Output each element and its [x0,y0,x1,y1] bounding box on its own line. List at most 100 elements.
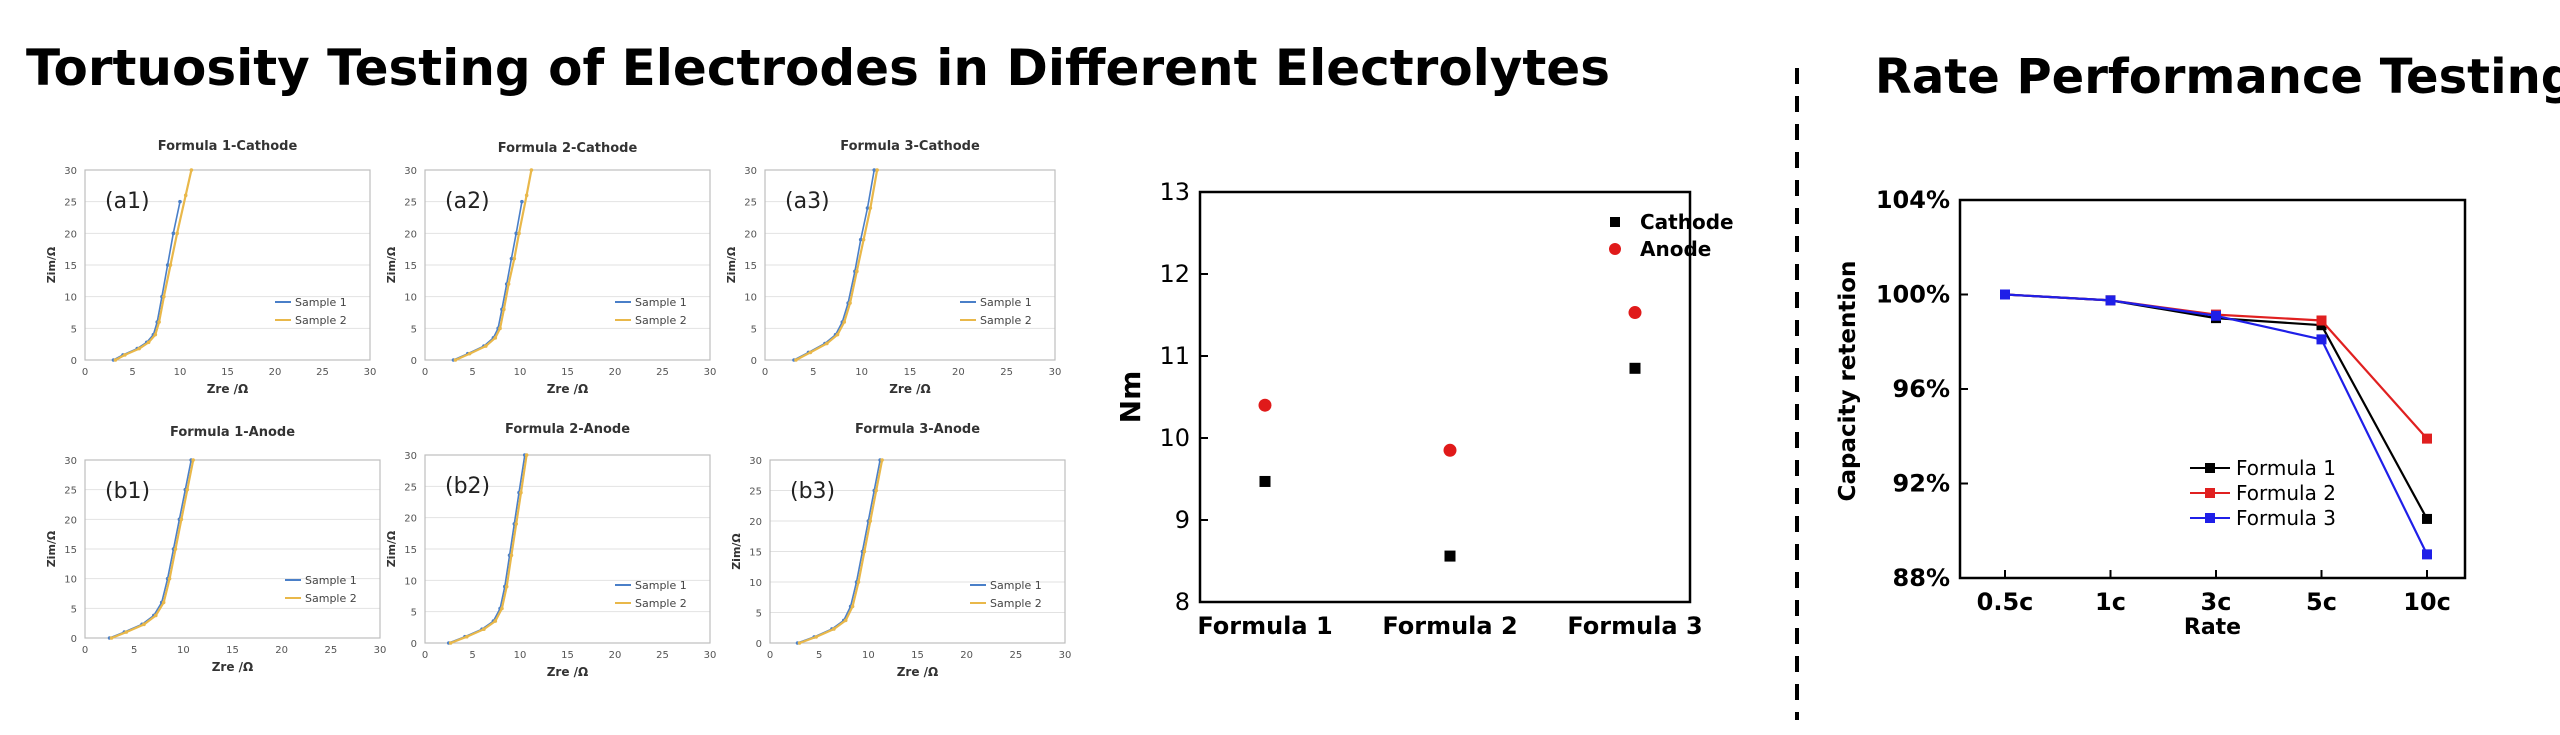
y-tick-label: 10 [64,293,77,304]
x-tick-label: 0 [767,650,773,661]
data-point [519,490,523,495]
legend-label: Formula 1 [2236,456,2336,480]
y-tick-label: 15 [749,548,762,559]
data-point [179,517,184,522]
y-tick-label: 5 [71,604,77,615]
data-point [142,622,146,627]
legend-label: Sample 2 [635,597,687,610]
y-axis-label: Zim/Ω [385,246,398,283]
data-point [175,231,179,236]
data-point [191,458,195,462]
x-tick-label: 0 [762,367,768,378]
x-tick-label: 15 [904,367,917,378]
x-tick-label: 20 [609,650,622,661]
y-tick-label: 5 [411,608,417,619]
data-point [2422,513,2432,524]
data-point [109,636,114,640]
x-tick-label: 5 [816,650,822,661]
data-point [797,641,802,645]
x-tick-label: 20 [952,367,965,378]
data-point [124,630,129,634]
y-tick-label: 30 [404,451,417,462]
x-tick-label: 5 [131,645,137,656]
y-tick-label: 92% [1893,470,1950,498]
legend-marker [2205,513,2215,523]
data-point [832,627,836,631]
x-axis-label: Zre /Ω [212,660,254,674]
rate-performance-chart: 88% 92% 96% 100% 104% 0.5c 1c 3c 5c 10c Rate Capaci… [1835,186,2467,640]
data-point [137,346,141,351]
nyquist-panel-4: Formula 1-Anode 00 5 5 10 10 15 15 20 20 25 25 30 30 Z… [45,425,386,674]
y-tick-label: 8 [1175,588,1190,616]
y-tick-label: 10 [1159,424,1190,452]
legend-label: Sample 1 [305,574,357,587]
x-tick-label: 10 [514,367,527,378]
y-tick-label: 20 [404,229,417,240]
y-tick-label: 30 [744,166,757,177]
plot-frame [1198,190,1692,604]
x-tick-label: 5 [810,367,816,378]
legend-label: Sample 1 [635,296,687,309]
x-tick-label: 30 [1049,367,1062,378]
x-tick-label: 30 [364,367,377,378]
x-tick-label: 0.5c [1977,588,2034,616]
series-line-2 [111,459,195,640]
y-tick-label: 5 [756,609,762,620]
x-tick-label: 30 [704,650,717,661]
legend-label: Sample 2 [980,314,1032,327]
x-tick-label: Formula 2 [1382,612,1517,640]
nyquist-panel-5: Formula 2-Anode 00 5 5 10 10 15 15 20 20 25 25 30 30 Z… [385,422,716,679]
x-tick-label: 20 [609,367,622,378]
y-tick-label: 88% [1893,564,1950,592]
data-point [514,231,518,236]
data-point [825,341,829,346]
nyquist-panel-6: Formula 3-Anode 00 5 5 10 10 15 15 20 20 25 25 30 30 Z… [730,422,1071,679]
data-point [2316,334,2327,345]
x-tick-label: 5 [129,367,135,378]
x-axis-label: Zre /Ω [547,665,589,679]
data-point [855,269,859,274]
data-point [512,256,517,261]
plot-frame [84,169,371,361]
y-tick-label: 0 [71,634,77,645]
data-point [493,336,498,340]
x-tick-label: 1c [2095,588,2126,616]
y-axis-label: Zim/Ω [45,246,58,283]
data-point [872,168,877,172]
x-axis-label: Zre /Ω [207,382,249,396]
data-point [167,576,172,581]
legend-label: Cathode [1640,210,1734,234]
panel-tag: (a3) [785,189,830,214]
y-tick-label: 20 [749,517,762,528]
legend-label: Anode [1640,237,1711,261]
data-point [875,168,879,172]
y-tick-label: 5 [411,324,417,335]
data-point [509,256,514,261]
data-point [173,547,178,551]
data-point [848,301,852,305]
data-point [842,320,847,324]
y-tick-label: 5 [751,324,757,335]
panel-title: Formula 2-Anode [505,422,630,437]
legend-label: Sample 2 [295,314,347,327]
y-tick-label: 15 [64,545,77,556]
y-tick-label: 10 [744,293,757,304]
y-tick-label: 20 [744,229,757,240]
x-tick-label: 3c [2201,588,2232,616]
x-tick-label: 5 [469,367,475,378]
y-tick-label: 104% [1876,186,1950,214]
series-line-2 [795,169,879,361]
data-point [880,458,884,462]
plot-frame [424,169,711,361]
panel-tag: (b2) [445,474,490,499]
x-axis-label: Zre /Ω [547,382,589,396]
data-point [161,600,166,605]
y-tick-label: 25 [749,487,762,498]
y-tick-label: 9 [1175,506,1190,534]
y-tick-label: 5 [71,324,77,335]
data-point [814,635,819,639]
nyquist-panel-2: Formula 2-Cathode 00 5 5 10 10 15 15 20 20 25 25 30 3… [385,141,716,396]
plot-frame [764,169,1056,361]
legend-label: Sample 1 [635,579,687,592]
